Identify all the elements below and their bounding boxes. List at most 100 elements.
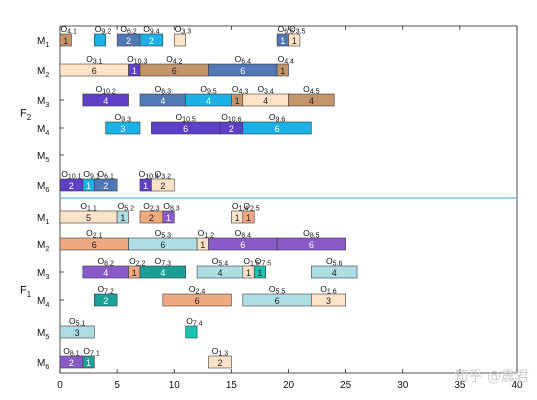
operation-bar: [93, 33, 107, 47]
operation-label: O4.4: [278, 54, 294, 66]
machine-label: M6: [37, 358, 49, 371]
x-tick-label: 15: [226, 380, 238, 391]
operation-bar: [82, 93, 129, 107]
operation-label: O9.1: [83, 169, 99, 181]
bar-duration-label: 6: [92, 66, 97, 76]
operation-bar: [253, 265, 266, 279]
bar-duration-label: 2: [160, 181, 165, 191]
machine-labels: M1 M2 M3 M4 M5 M6 F2 M1 M2 M3 M4 M5 M6 F1: [20, 36, 64, 371]
operation-bar: [288, 33, 301, 47]
operation-label: O7.3: [155, 256, 171, 268]
bar-duration-label: 2: [149, 213, 154, 223]
operation-label: O5.2: [118, 201, 134, 213]
bar-duration-label: 1: [86, 181, 91, 191]
bar-duration-label: 3: [120, 124, 125, 134]
operation-label: O4.1: [61, 24, 77, 36]
bar-duration-label: 4: [103, 268, 108, 278]
bar-duration-label: 6: [309, 240, 314, 250]
operation-label: O3.5: [289, 24, 305, 36]
bar-duration-label: 1: [166, 213, 171, 223]
operation-label: O9.3: [115, 112, 131, 124]
operation-label: O10.3: [127, 54, 147, 66]
bar-duration-label: 6: [240, 240, 245, 250]
bar-duration-label: 1: [86, 358, 91, 368]
operation-label: O9.6: [269, 112, 285, 124]
operation-label: O10.1: [61, 169, 81, 181]
operation-bar: [82, 355, 95, 369]
operation-label: O10.4: [139, 169, 159, 181]
operation-label: O1.4: [232, 201, 248, 213]
bar-duration-label: 4: [103, 96, 108, 106]
operation-bar: [139, 33, 164, 47]
bar-duration-label: 6: [160, 240, 165, 250]
bar-duration-label: 1: [120, 213, 125, 223]
bar-duration-label: 2: [126, 36, 131, 46]
operation-label: O6.1: [98, 169, 114, 181]
operation-label: O6.3: [155, 84, 171, 96]
x-tick-label: 40: [511, 380, 523, 391]
bar-duration-label: 4: [160, 96, 165, 106]
factory-label: F2: [20, 108, 31, 122]
machine-label: M1: [37, 213, 49, 226]
machine-label: M5: [37, 151, 49, 164]
bar-duration-label: 2: [229, 124, 234, 134]
x-tick-label: 35: [454, 380, 466, 391]
operation-label: O8.2: [98, 256, 114, 268]
bar-duration-label: 1: [143, 181, 148, 191]
factory-label: F1: [20, 285, 32, 299]
machine-label: M2: [37, 66, 49, 79]
operation-bar: [276, 237, 346, 251]
x-tick-label: 10: [169, 380, 181, 391]
bar-duration-label: 2: [217, 358, 222, 368]
operation-bar: [311, 265, 358, 279]
machine-label: M5: [37, 328, 49, 341]
operation-label: O8.1: [63, 346, 79, 358]
operation-label: O5.3: [155, 228, 171, 240]
bar-duration-label: 6: [275, 296, 280, 306]
operation-label: O4.3: [232, 84, 248, 96]
operation-bar: [162, 293, 232, 307]
bar-duration-label: 1: [200, 240, 205, 250]
plot-area: [59, 25, 518, 374]
operation-label: O9.4: [143, 24, 159, 36]
bar-duration-label: 3: [326, 296, 331, 306]
operation-label: O10.5: [176, 112, 196, 124]
operation-label: O4.5: [303, 84, 319, 96]
operation-bar: [139, 265, 186, 279]
operation-label: O4.2: [166, 54, 182, 66]
bar-duration-label: 1: [132, 268, 137, 278]
operation-label: O10.2: [96, 84, 116, 96]
x-tick-label: 25: [340, 380, 352, 391]
operation-bar: [105, 121, 141, 135]
operation-label: O3.3: [175, 24, 191, 36]
bar-duration-label: 1: [280, 66, 285, 76]
operation-label: O5.1: [69, 316, 85, 328]
x-axis: 0 5 10 15 20 25 30 35 40: [57, 26, 523, 391]
operation-label: O3.2: [155, 169, 171, 181]
bar-duration-label: 2: [69, 181, 74, 191]
operation-label: O7.2: [98, 284, 114, 296]
bar-duration-label: 4: [332, 268, 337, 278]
operation-label: O3.4: [257, 84, 273, 96]
operation-label: O5.5: [269, 284, 285, 296]
bar-duration-label: 6: [240, 66, 245, 76]
x-tick-label: 20: [283, 380, 295, 391]
bar-duration-label: 1: [246, 268, 251, 278]
operation-label: O6.5: [278, 24, 294, 36]
operation-label: O1.5: [243, 256, 259, 268]
operation-bar: [93, 293, 118, 307]
machine-label: M2: [37, 240, 49, 253]
operation-bar: [288, 93, 335, 107]
bar-duration-label: 2: [149, 36, 154, 46]
bar-duration-label: 2: [103, 296, 108, 306]
bar-duration-label: 5: [86, 213, 91, 223]
operation-bar: [116, 210, 129, 224]
machine-label: M4: [37, 296, 49, 309]
bar-duration-label: 6: [92, 240, 97, 250]
operation-bar: [242, 121, 312, 135]
bar-duration-label: 6: [195, 296, 200, 306]
machine-label: M1: [37, 36, 49, 49]
operation-bar: [276, 63, 289, 77]
